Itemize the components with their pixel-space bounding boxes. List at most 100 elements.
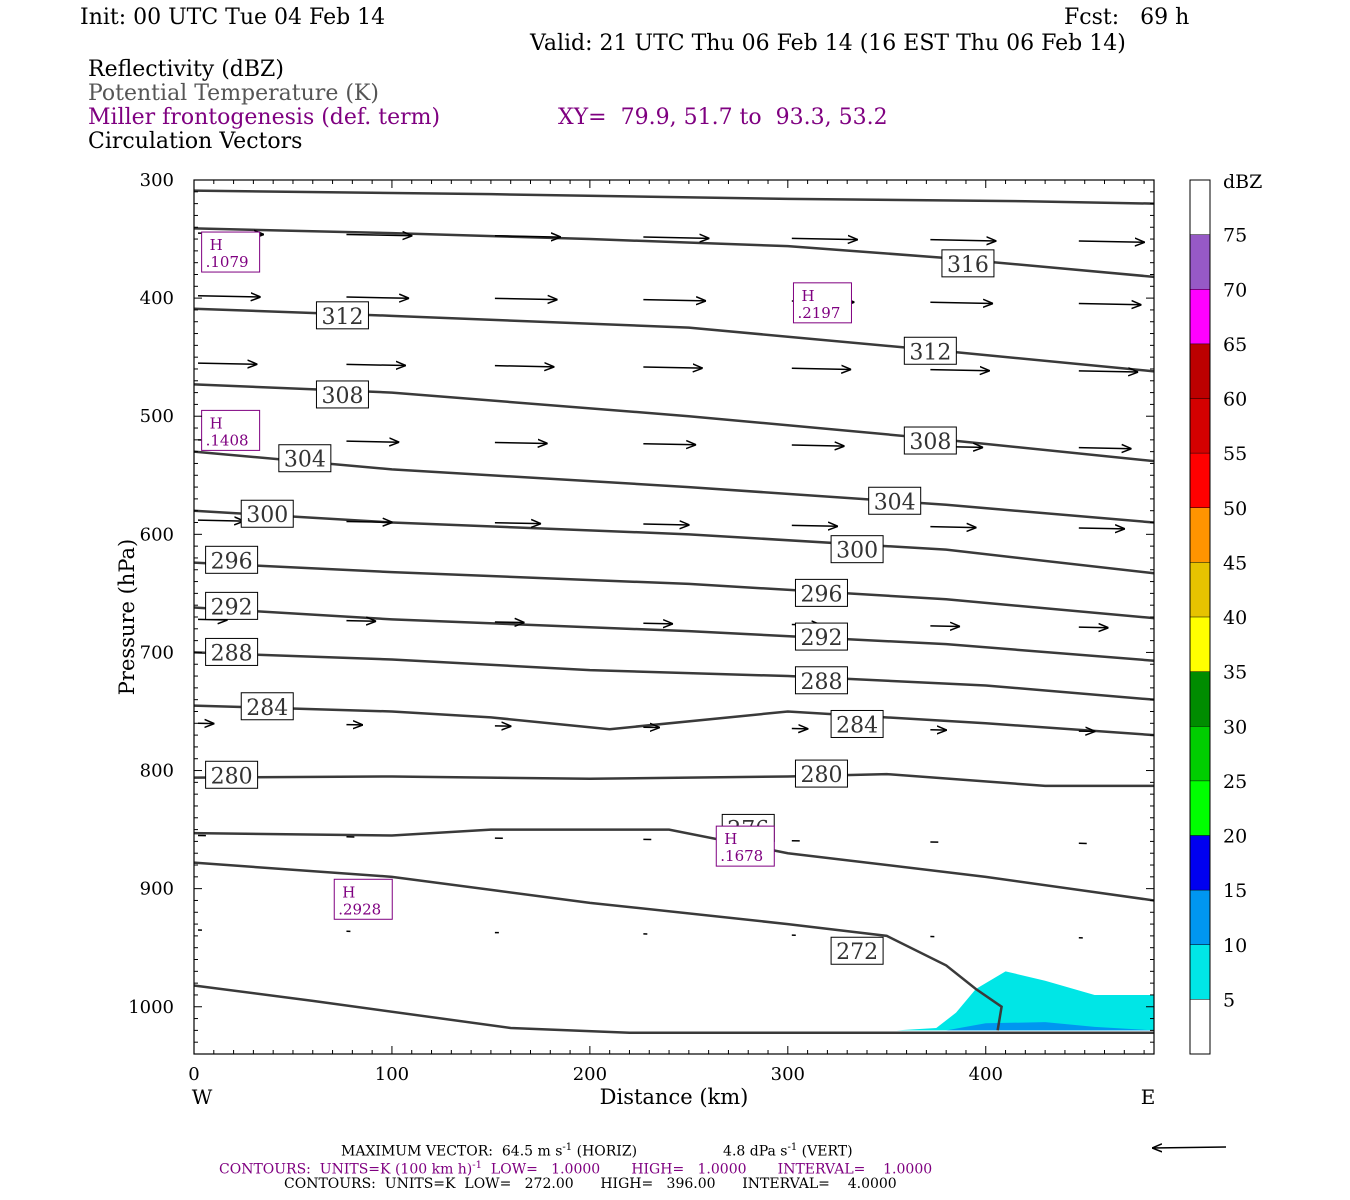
contour-label-box xyxy=(205,760,259,789)
contour-label: 280 xyxy=(211,764,253,789)
colorbar-label: 40 xyxy=(1223,607,1247,629)
colorbar-segment xyxy=(1190,726,1210,781)
contour-label-box xyxy=(830,535,884,564)
circulation-vector xyxy=(346,297,409,298)
colorbar-label: 45 xyxy=(1223,552,1247,574)
contour-label: 280 xyxy=(800,763,842,788)
x-tick-label: 200 xyxy=(573,1064,607,1085)
fronto-max-label: H xyxy=(342,883,355,901)
contour-label-box xyxy=(278,444,332,473)
contour-label-box xyxy=(315,380,369,409)
forecast-hour: Fcst: 69 h xyxy=(1064,5,1190,30)
theta-contour-304 xyxy=(193,450,1155,524)
fronto-max-box xyxy=(201,231,261,273)
circulation-vector xyxy=(791,445,845,446)
circulation-vector xyxy=(197,363,257,364)
contour-label: 304 xyxy=(284,448,326,473)
theta-contour-280 xyxy=(193,772,1154,788)
x-axis-label: Distance (km) xyxy=(600,1085,749,1109)
max-vector-vert-exponent: -1 xyxy=(787,1142,798,1153)
fronto-contours-exponent: -1 xyxy=(472,1160,483,1171)
x-end-label-east: E xyxy=(1141,1085,1156,1109)
legend-reflectivity: Reflectivity (dBZ) xyxy=(88,57,284,82)
fronto-max-label: H xyxy=(801,287,814,305)
y-tick-label: 500 xyxy=(140,406,174,427)
contour-label: 284 xyxy=(836,713,878,738)
circulation-vector xyxy=(791,525,838,526)
fronto-max-value: .1678 xyxy=(720,847,763,865)
fronto-max-box xyxy=(792,282,852,324)
max-vector-exponent: -1 xyxy=(562,1142,573,1153)
x-end-label-west: W xyxy=(192,1085,213,1109)
contour-label-box xyxy=(941,249,995,278)
y-tick-label: 1000 xyxy=(128,997,174,1018)
init-time: Init: 00 UTC Tue 04 Feb 14 xyxy=(80,5,386,30)
contour-label: 296 xyxy=(800,582,842,607)
fronto-max-label: H xyxy=(210,414,223,432)
y-tick-label: 600 xyxy=(140,524,174,545)
x-tick-label: 100 xyxy=(375,1064,409,1085)
y-tick-label: 700 xyxy=(140,642,174,663)
contour-label: 284 xyxy=(246,696,288,721)
contour-label: 304 xyxy=(874,490,916,515)
contour-label-box xyxy=(240,499,294,528)
colorbar-segment xyxy=(1190,234,1210,290)
y-tick-label: 400 xyxy=(140,288,174,309)
theta-contour-284 xyxy=(193,704,1155,737)
contour-label-box xyxy=(794,759,848,788)
circulation-vector xyxy=(791,238,858,239)
colorbar-segment xyxy=(1190,180,1210,235)
contour-label: 308 xyxy=(909,430,951,455)
circulation-vector xyxy=(346,441,399,442)
colorbar-segment xyxy=(1190,671,1210,727)
legend-miller-frontogenesis: Miller frontogenesis (def. term) xyxy=(88,105,441,130)
circulation-vector xyxy=(643,367,702,368)
theta-contour-268 xyxy=(193,984,1154,1034)
colorbar-segment xyxy=(1190,890,1210,945)
contour-label: 312 xyxy=(909,340,951,365)
fronto-max-box xyxy=(333,878,393,920)
colorbar-label: 55 xyxy=(1223,443,1247,465)
circulation-vector xyxy=(643,524,689,525)
fronto-max-value: .1079 xyxy=(206,253,249,271)
colorbar-label: 70 xyxy=(1223,279,1247,301)
colorbar-segment xyxy=(1190,398,1210,454)
cross-section-endpoints: XY= 79.9, 51.7 to 93.3, 53.2 xyxy=(558,105,888,130)
y-tick-label: 900 xyxy=(140,879,174,900)
contour-label: 292 xyxy=(211,595,253,620)
circulation-vector xyxy=(930,240,996,241)
contour-label: 300 xyxy=(246,503,288,528)
colorbar-label: 60 xyxy=(1223,389,1247,411)
circulation-vector xyxy=(1078,241,1145,242)
footer-fronto-contours: CONTOURS: UNITS=K (100 km h)-1 LOW= 1.00… xyxy=(219,1158,932,1178)
colorbar-units: dBZ xyxy=(1223,171,1262,193)
colorbar-label: 25 xyxy=(1223,771,1247,793)
fronto-max-label: H xyxy=(724,830,737,848)
contour-label-box xyxy=(903,336,957,365)
x-tick-label: 400 xyxy=(969,1064,1003,1085)
circulation-vector xyxy=(197,296,261,297)
fronto-contours-range: LOW= 1.0000 HIGH= 1.0000 INTERVAL= 1.000… xyxy=(482,1161,933,1178)
contour-label: 292 xyxy=(800,626,842,651)
contour-label-box xyxy=(205,591,259,620)
fronto-max-box xyxy=(201,409,261,451)
circulation-vector xyxy=(494,622,525,623)
colorbar-segment xyxy=(1190,507,1210,563)
colorbar-label: 65 xyxy=(1223,334,1247,356)
contour-label: 300 xyxy=(836,539,878,564)
theta-contour-292 xyxy=(193,606,1155,662)
theta-contour-316 xyxy=(193,227,1155,279)
circulation-vector xyxy=(197,520,244,521)
max-vector-horiz: (HORIZ) xyxy=(572,1143,638,1160)
fronto-max-value: .1408 xyxy=(206,431,249,449)
theta-contour-276 xyxy=(193,828,1155,902)
contour-label: 288 xyxy=(800,670,842,695)
circulation-vector xyxy=(346,521,392,522)
contour-label-box xyxy=(315,301,369,330)
theta-contour-300 xyxy=(193,509,1155,575)
circulation-vector xyxy=(346,621,376,622)
footer-max-vector: MAXIMUM VECTOR: 64.5 m s-1 (HORIZ) 4.8 dP… xyxy=(341,1140,853,1160)
contour-label-box xyxy=(830,936,884,965)
colorbar-label: 10 xyxy=(1223,935,1247,957)
colorbar-label: 35 xyxy=(1223,662,1247,684)
